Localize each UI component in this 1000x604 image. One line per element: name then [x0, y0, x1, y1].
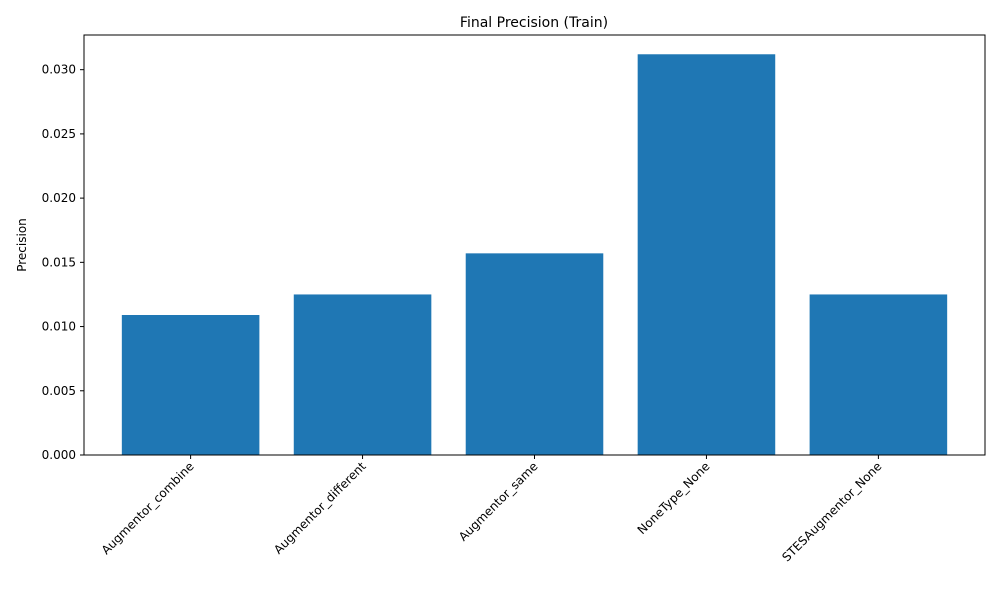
y-tick-label: 0.015	[42, 255, 76, 269]
y-tick-label: 0.000	[42, 448, 76, 462]
bar-STESAugmentor_None	[809, 294, 948, 455]
bar-Augmentor_combine	[121, 315, 260, 455]
y-axis-label: Precision	[15, 218, 29, 272]
y-tick-label: 0.005	[42, 384, 76, 398]
x-tick-label: NoneType_None	[635, 459, 713, 537]
y-tick-label: 0.020	[42, 191, 76, 205]
axes-frame	[83, 34, 986, 456]
x-tick-label: STESAugmentor_None	[779, 459, 884, 564]
y-tick-label: 0.030	[42, 63, 76, 77]
y-tick-label: 0.025	[42, 127, 76, 141]
x-tick-label: Augmentor_different	[271, 459, 369, 557]
bar-Augmentor_same	[465, 253, 604, 455]
x-tick-label: Augmentor_same	[456, 459, 541, 544]
chart-title: Final Precision (Train)	[460, 15, 608, 31]
bar-NoneType_None	[637, 54, 776, 456]
plot-area: 0.000 0.005 0.010 0.015 0.020 0.025 0.030 Augme…	[42, 54, 948, 564]
y-tick-label: 0.010	[42, 320, 76, 334]
x-tick-label: Augmentor_combine	[99, 459, 197, 557]
bar-Augmentor_different	[293, 294, 432, 455]
